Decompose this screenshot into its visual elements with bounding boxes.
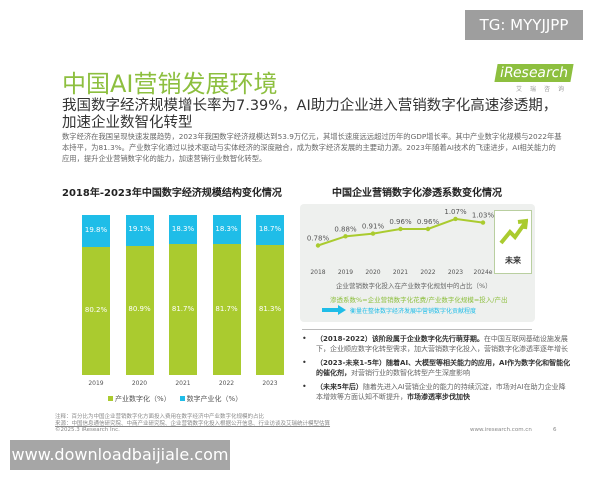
footer-source: 来源：中国信息通信研究院、中商产业研究院、企业营销数字化投入根据公开信息、行业访… [55,421,331,427]
x-tick-label: 2018 [310,269,325,276]
x-tick-label: 2023 [262,380,278,387]
line-xlabel: 企业营销数字化投入在产业数字化规划中的占比（%） [336,282,492,290]
footer-site[interactable]: www.iresearch.com.cn [470,427,532,433]
bar-segment [256,215,284,245]
x-tick-label: 2023 [448,269,463,276]
bar-label: 18.7% [258,224,282,233]
bar-segment [169,244,197,375]
bar-segment [256,244,284,375]
x-tick-label: 2019 [88,380,104,387]
tg-overlay: TG: MYYJJPP [465,10,583,40]
bar-label: 19.1% [128,225,151,234]
data-label: 0.88% [334,225,357,233]
bar-segment [212,215,241,245]
bar-label: 81.7% [171,304,195,313]
legend-swatch-industry [108,396,113,401]
future-box: 未来 [494,210,532,274]
bar-label: 80.9% [128,305,151,314]
x-tick-label: 2024e [474,269,493,276]
data-point [343,234,348,239]
bar-segment [82,215,110,247]
bar-segment [169,215,197,245]
bar-label: 81.3% [258,304,282,313]
x-tick-label: 2022 [218,380,235,387]
watermark-overlay: www.downloadbaijiale.com [10,440,230,470]
bar-segment [82,246,110,375]
data-point [425,226,431,232]
page-subtitle: 我国数字经济规模增长率为7.39%，AI助力企业进入营销数字化高速渗透期，加速企… [62,98,558,131]
data-label: 1.07% [444,208,467,216]
growth-arrow-icon [499,218,529,245]
bullet-item: • （2023-未来1-5年）随着AI、大模型等相关能力的应用，AI作为数字化和智… [302,358,571,377]
x-tick-label: 2019 [338,269,353,276]
data-point [370,231,376,236]
body-text: 数字经济在我国呈现快速发展趋势，2023年我国数字经济规模达到53.9万亿元，其… [62,132,562,163]
legend-swatch-digital [179,396,185,401]
line-chart: 0.78% 2018 0.88% 2019 0.91% 2020 0.96% 2021 0.96… [307,208,495,276]
data-label: 0.91% [362,223,385,231]
divider [302,329,532,330]
data-point [398,226,403,232]
x-tick-label: 2021 [393,269,408,276]
bar-label: 80.2% [84,305,108,314]
line-chart-title: 中国企业营销数字化渗透系数变化情况 [332,188,502,199]
data-point [453,216,458,222]
x-tick-label: 2020 [131,380,148,387]
data-label: 1.03% [472,212,495,220]
x-tick-label: 2022 [420,269,435,276]
bar-segment [212,244,241,375]
page-number: 6 [553,427,557,433]
x-tick-label: 2020 [365,269,380,276]
bullet-item: • （2018-2022）该阶段属于企业数字化先行萌芽期。在中国互联网基础设施发展… [302,334,568,353]
bar-label: 19.8% [84,225,108,234]
bullet-item: • （未来5年后）随着先进入AI营销企业的能力的持续沉淀，市场对AI在助力企业降本… [302,382,566,401]
footer-copyright: ©2025.3 iResearch Inc. [55,427,120,433]
data-label: 0.96% [417,218,440,226]
data-point [480,220,486,225]
bar-label: 81.7% [215,304,238,313]
footer-note: 注释：百分比为中国企业营销数字化方面投入费用在数字经济中产业数字化规模的占比 [55,414,265,420]
bar-segment [125,215,154,246]
formula-text: 渗透系数%=企业营销数字化花费/产业数字化规模=投入/产出 [330,296,508,304]
bar-segment [125,245,154,375]
bar-legend: 产业数字化（%） 数字产业化（%） [108,394,242,404]
bullet-list: • （2018-2022）该阶段属于企业数字化先行萌芽期。在中国互联网基础设施发展… [302,334,571,402]
data-label: 0.96% [389,218,412,226]
bar-label: 18.3% [215,224,238,233]
page-title: 中国AI营销发展环境 [62,70,278,98]
bar-label: 18.3% [171,224,195,233]
bar-chart-title: 2018年-2023年中国数字经济规模结构变化情况 [62,188,282,199]
iresearch-logo: iResearch 艾瑞咨询 [482,62,574,93]
data-label: 0.78% [307,235,330,243]
arrow-band: 衡量在整体数字经济发展中营销数字化贡献程度 [322,305,502,315]
x-tick-label: 2021 [175,380,191,387]
arrow-right-icon [322,305,346,315]
data-point [315,243,321,248]
